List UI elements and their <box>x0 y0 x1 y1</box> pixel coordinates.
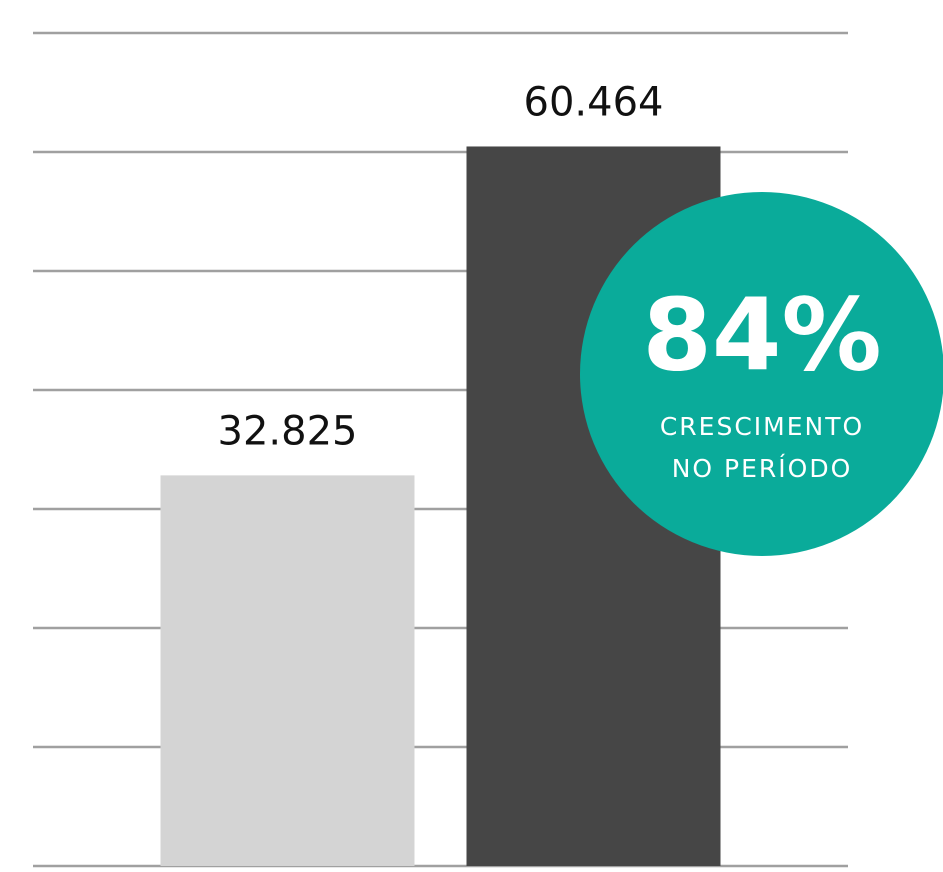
growth-value: 84% <box>642 276 881 393</box>
bar <box>160 475 415 866</box>
growth-badge <box>580 192 943 556</box>
growth-caption: NO PERÍODO <box>672 454 853 483</box>
value-label: 32.825 <box>218 408 358 454</box>
value-label: 60.464 <box>524 79 664 125</box>
growth-caption: CRESCIMENTO <box>660 412 864 441</box>
